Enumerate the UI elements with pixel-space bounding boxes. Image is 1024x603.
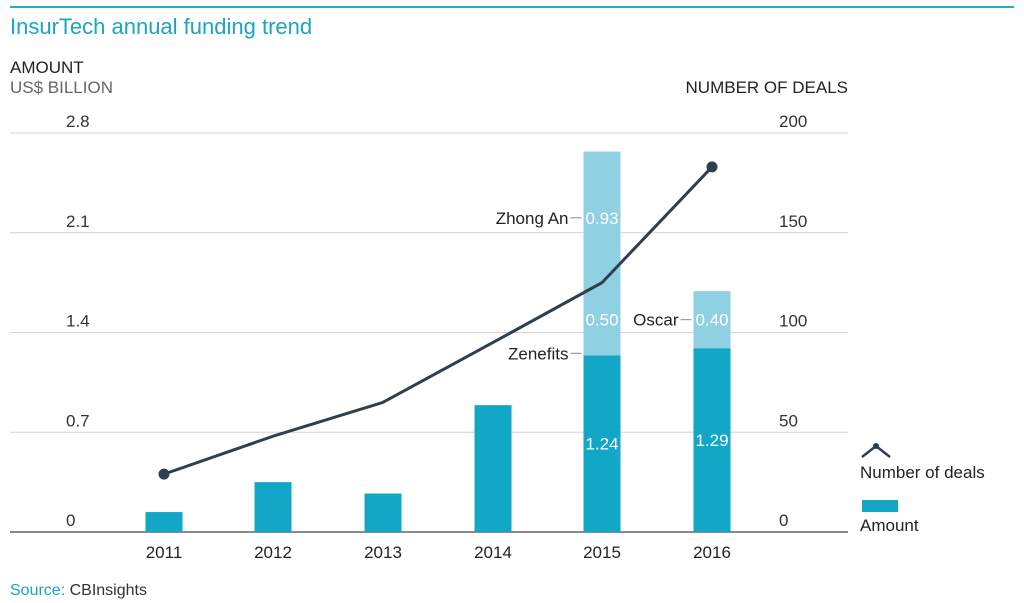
chart-title: InsurTech annual funding trend [10,14,313,39]
left-axis-unit: US$ BILLION [10,78,113,97]
top-accent-line [10,6,1014,8]
deals-line [163,165,714,476]
left-axis-title: AMOUNT [10,58,84,77]
right-axis-title: NUMBER OF DEALS [685,78,848,97]
amount-bar-2015 [583,355,621,532]
x-axis-tick-label: 2011 [146,543,183,562]
segment-callout-label: Zhong An [496,209,569,228]
legend-swatch-amount [862,500,898,512]
legend-label-number-of-deals: Number of deals [860,463,985,482]
segment-bar-oscar [693,291,731,349]
right-axis-tick-label: 200 [779,112,807,131]
segment-value-label: 0.50 [585,311,618,330]
segment-bar-zenefits [583,284,621,356]
amount-bar-2013 [364,493,402,532]
amount-bar-2012 [254,482,292,532]
source-label: Source: [10,582,66,599]
left-axis-tick-label: 0.7 [66,411,90,430]
x-axis-tick-label: 2012 [254,543,292,562]
bar-value-label: 1.24 [585,435,618,454]
right-axis-tick-label: 100 [779,312,807,331]
bar-value-label: 1.29 [695,431,728,450]
segment-bar-zhong-an [583,151,621,285]
source-value: CBInsights [69,582,147,599]
amount-bar-2014 [474,405,512,532]
segment-callout-label: Zenefits [508,344,568,363]
legend-line-marker [873,443,879,449]
source-note: Source: CBInsights [10,582,147,600]
left-axis-tick-label: 2.8 [66,112,90,131]
right-axis-tick-label: 50 [779,411,798,430]
amount-bar-2016 [693,348,731,532]
x-axis-tick-label: 2016 [693,543,731,562]
legend-label-amount: Amount [860,516,919,535]
segment-value-label: 0.40 [695,311,728,330]
deals-line-start-marker [158,468,170,480]
x-axis-tick-label: 2014 [474,543,512,562]
amount-bar-2011 [145,512,183,532]
deals-line-end-marker [706,161,718,173]
segment-callout-label: Oscar [633,311,679,330]
x-axis-tick-label: 2015 [583,543,621,562]
left-axis-tick-label: 1.4 [66,312,90,331]
x-axis-tick-label: 2013 [364,543,402,562]
left-axis-tick-label: 0 [66,511,75,530]
segment-value-label: 0.93 [585,209,618,228]
left-axis-tick-label: 2.1 [66,212,90,231]
right-axis-tick-label: 0 [779,511,788,530]
right-axis-tick-label: 150 [779,212,807,231]
